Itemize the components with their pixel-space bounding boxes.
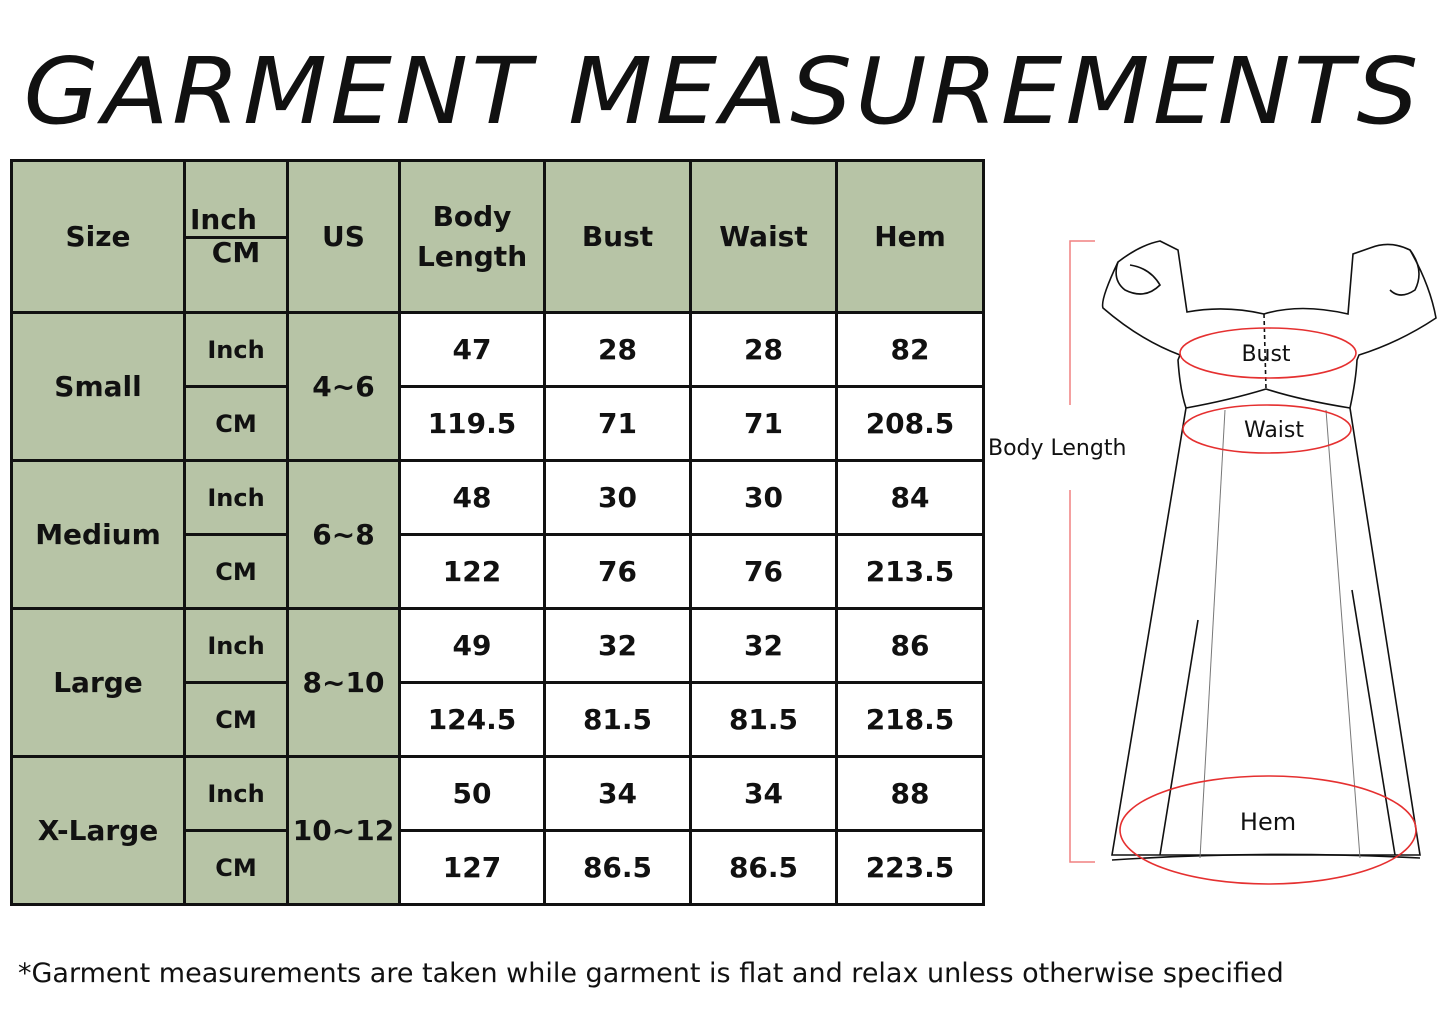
table-row: Medium Inch 6~8 48 30 30 84	[10, 459, 985, 610]
us-size-cell: 4~6	[286, 311, 401, 462]
table-row: Small Inch 4~6 47 28 28 82	[10, 311, 985, 462]
bust-cell: 71	[543, 385, 692, 462]
footnote: *Garment measurements are taken while ga…	[18, 958, 1284, 989]
waist-cell: 32	[689, 607, 838, 684]
hem-cell: 218.5	[835, 681, 985, 758]
size-cell: Small	[10, 311, 186, 462]
waist-cell: 71	[689, 385, 838, 462]
unit-cell: CM	[183, 829, 289, 906]
body-length-cell: 122	[398, 533, 546, 610]
unit-cell: CM	[183, 385, 289, 462]
bust-cell: 34	[543, 755, 692, 832]
hem-cell: 223.5	[835, 829, 985, 906]
bust-marker	[1179, 327, 1357, 379]
table-row: X-Large Inch 10~12 50 34 34 88	[10, 755, 985, 906]
hem-cell: 213.5	[835, 533, 985, 610]
body-length-cell: 50	[398, 755, 546, 832]
body-length-label: Body Length	[988, 436, 1126, 461]
size-cell: Medium	[10, 459, 186, 610]
unit-cell: CM	[183, 681, 289, 758]
bust-cell: 30	[543, 459, 692, 536]
bust-cell: 81.5	[543, 681, 692, 758]
bust-label: Bust	[1241, 342, 1290, 367]
table-row: CM 124.5 81.5 81.5 218.5	[12, 681, 985, 758]
us-size-cell: 8~10	[286, 607, 401, 758]
header-us: US	[286, 159, 401, 314]
bust-cell: 86.5	[543, 829, 692, 906]
waist-marker	[1182, 404, 1352, 454]
body-length-cell: 124.5	[398, 681, 546, 758]
unit-cell: Inch	[183, 311, 289, 388]
hem-cell: 84	[835, 459, 985, 536]
body-length-cell: 48	[398, 459, 546, 536]
body-length-cell: 47	[398, 311, 546, 388]
body-length-bracket	[1069, 240, 1095, 863]
size-cell: X-Large	[10, 755, 186, 906]
waist-cell: 81.5	[689, 681, 838, 758]
dress-outline	[1101, 240, 1437, 861]
body-length-cell: 119.5	[398, 385, 546, 462]
unit-cell: CM	[183, 533, 289, 610]
size-chart-table: Size Inch CM US Body Length Bust Waist H…	[10, 159, 985, 906]
bust-cell: 28	[543, 311, 692, 388]
body-length-cell: 127	[398, 829, 546, 906]
header-row: Size Inch CM US Body Length Bust Waist H…	[10, 159, 985, 314]
header-body-length-text: Body Length	[417, 199, 528, 273]
header-unit-inch: Inch	[186, 162, 286, 239]
hem-cell: 208.5	[835, 385, 985, 462]
waist-cell: 30	[689, 459, 838, 536]
table-row: CM 122 76 76 213.5	[12, 533, 985, 610]
table-row: CM 127 86.5 86.5 223.5	[12, 829, 985, 906]
body-length-cell: 49	[398, 607, 546, 684]
hem-cell: 88	[835, 755, 985, 832]
bust-cell: 76	[543, 533, 692, 610]
header-waist: Waist	[689, 159, 838, 314]
us-size-cell: 10~12	[286, 755, 401, 906]
unit-cell: Inch	[183, 755, 289, 832]
header-unit-cm: CM	[211, 236, 261, 269]
table-row: Large Inch 8~10 49 32 32 86	[10, 607, 985, 758]
hem-cell: 86	[835, 607, 985, 684]
size-cell: Large	[10, 607, 186, 758]
waist-cell: 28	[689, 311, 838, 388]
bust-cell: 32	[543, 607, 692, 684]
page-title: GARMENT MEASUREMENTS	[23, 38, 1422, 145]
header-hem: Hem	[835, 159, 985, 314]
waist-cell: 76	[689, 533, 838, 610]
waist-cell: 86.5	[689, 829, 838, 906]
unit-cell: Inch	[183, 459, 289, 536]
us-size-cell: 6~8	[286, 459, 401, 610]
table-row: CM 119.5 71 71 208.5	[12, 385, 985, 462]
header-unit: Inch CM	[183, 159, 289, 314]
unit-cell: Inch	[183, 607, 289, 684]
header-bust: Bust	[543, 159, 692, 314]
hem-cell: 82	[835, 311, 985, 388]
header-size: Size	[10, 159, 186, 314]
waist-cell: 34	[689, 755, 838, 832]
hem-marker	[1119, 775, 1417, 885]
hem-label: Hem	[1240, 808, 1296, 836]
waist-label: Waist	[1244, 418, 1304, 443]
header-body-length: Body Length	[398, 159, 546, 314]
